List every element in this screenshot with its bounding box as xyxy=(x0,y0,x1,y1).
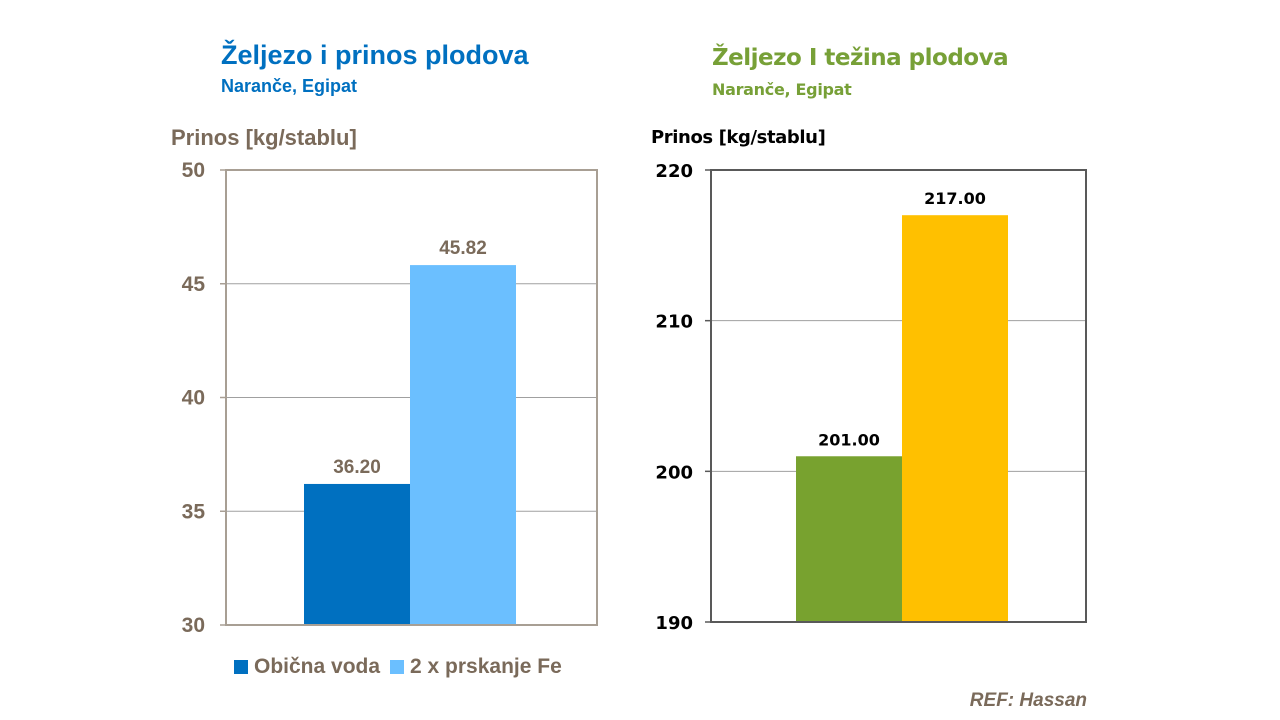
chart1-ytick-label: 45 xyxy=(182,273,206,296)
chart1-bar-1 xyxy=(410,265,516,625)
chart1-data-label: 45.82 xyxy=(439,238,487,259)
chart1-title: Željezo i prinos plodova xyxy=(221,40,529,70)
chart2-ytick-label: 210 xyxy=(655,312,693,333)
chart2-ytick-label: 190 xyxy=(655,613,693,634)
legend-swatch-water xyxy=(234,660,248,674)
chart2-bar-1 xyxy=(902,215,1008,622)
chart1-bar-0 xyxy=(304,483,410,625)
legend-swatch-fe xyxy=(390,660,405,674)
chart2-bar-0 xyxy=(796,456,902,622)
chart2-ylabel: Prinos [kg/stablu] xyxy=(651,127,826,148)
chart2-subtitle: Naranče, Egipat xyxy=(712,80,852,99)
legend-label-water: Obična voda xyxy=(254,655,381,678)
chart1-ytick-label: 50 xyxy=(182,159,205,182)
chart1-ytick-label: 35 xyxy=(182,500,206,523)
chart1-data-label: 36.20 xyxy=(333,457,381,478)
chart1-ytick-label: 40 xyxy=(182,387,205,410)
chart2-ytick-label: 200 xyxy=(655,462,693,483)
chart1-ylabel: Prinos [kg/stablu] xyxy=(171,125,357,150)
legend-label-fe: 2 x prskanje Fe xyxy=(410,655,562,678)
chart2-ytick-label: 220 xyxy=(655,161,693,182)
chart1-subtitle: Naranče, Egipat xyxy=(221,76,358,96)
chart1-legend: Obična voda 2 x prskanje Fe xyxy=(234,655,562,679)
reference-note: REF: Hassan xyxy=(969,690,1087,711)
chart2-data-label: 217.00 xyxy=(924,189,986,208)
chart1-ytick-label: 30 xyxy=(182,614,205,637)
chart2-plot-border xyxy=(710,169,1087,623)
chart2-data-label: 201.00 xyxy=(818,430,880,449)
chart2-title: Željezo I težina plodova xyxy=(712,45,1009,71)
chart1-plot-border xyxy=(225,169,598,626)
